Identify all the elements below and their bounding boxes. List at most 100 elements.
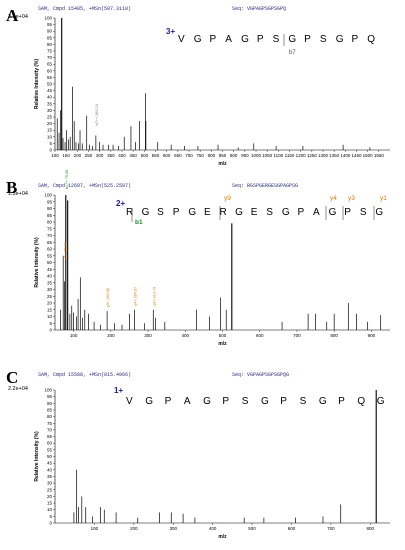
intensity-max-label: 1.5e+04 (8, 191, 28, 197)
intensity-max-label: 2.2e+04 (8, 386, 28, 392)
sequence-residue: G (336, 34, 344, 45)
sequence-residue: A (313, 207, 320, 218)
x-tick-label: 100 (91, 526, 99, 531)
x-tick-label: 250 (85, 153, 93, 158)
sequence-header: Seq: VGPAGPSGPSGPQ (232, 6, 286, 12)
y-tick-label: 70 (47, 233, 53, 238)
sequence-residue: V (178, 34, 185, 45)
sequence-header: Seq: RGSPGERGESGPAGPSG (232, 183, 298, 189)
y-tick-label: 30 (47, 481, 53, 486)
y-tick-label: 15 (47, 501, 53, 506)
sequence-residue: V (126, 396, 133, 407)
sequence-residue: G (319, 396, 327, 407)
x-tick-label: 1350 (329, 153, 340, 158)
sequence-residue: A (225, 34, 232, 45)
x-tick-label: 300 (96, 153, 104, 158)
y-tick-label: 80 (47, 414, 53, 419)
y-tick-label: 65 (47, 62, 53, 67)
x-tick-label: 150 (62, 153, 70, 158)
y-tick-label: 85 (47, 213, 53, 218)
x-tick-label: 500 (219, 333, 227, 338)
y-tick-label: 0 (49, 328, 52, 333)
y-tick-label: 65 (47, 240, 53, 245)
fragment-ion-label: y3 (348, 195, 355, 202)
x-tick-label: 1050 (262, 153, 273, 158)
sequence-residue: P (173, 207, 180, 218)
x-tick-label: 800 (367, 526, 375, 531)
y-tick-label: 95 (47, 394, 53, 399)
x-tick-label: 1300 (318, 153, 329, 158)
spectrum-chart-b: SAM, Cmpd 12697, +MSn(525.2597) Seq: RGSP… (8, 170, 390, 347)
peak-annotation: y1+ 76.04 (64, 243, 68, 260)
sequence-residue: P (338, 396, 345, 407)
y-tick-label: 65 (47, 434, 53, 439)
charge-state: 3+ (166, 27, 175, 36)
sequence-residue: P (222, 396, 229, 407)
fragment-ion-label: b7 (289, 50, 296, 56)
x-tick-label: 300 (169, 526, 177, 531)
y-tick-label: 80 (47, 220, 53, 225)
x-tick-label: 1150 (285, 153, 295, 158)
panel-label-a: A (6, 6, 19, 25)
sequence-residue: A (184, 396, 191, 407)
y-tick-label: 35 (47, 474, 53, 479)
y-tick-label: 60 (47, 441, 53, 446)
y-tick-label: 40 (47, 274, 53, 279)
fragment-ion-label: b1 (135, 219, 143, 226)
y-axis-label: Relative Intensity (%) (34, 431, 40, 482)
spectrum-chart-a: SAM, Cmpd 15485, +MSn(507.3118) Seq: VGPA… (8, 6, 390, 167)
sequence-residue: G (261, 396, 269, 407)
y-tick-label: 55 (47, 253, 53, 258)
x-tick-label: 1400 (340, 153, 351, 158)
x-tick-label: 400 (118, 153, 126, 158)
sequence-residue: S (300, 396, 307, 407)
peak-annotation: y4+ 264.07 (134, 287, 138, 306)
y-tick-label: 10 (47, 507, 53, 512)
x-tick-label: 300 (144, 333, 152, 338)
x-tick-label: 850 (219, 153, 227, 158)
y-tick-label: 10 (47, 134, 53, 139)
sequence-residue: R (220, 207, 228, 218)
sequence-residue: S (273, 34, 280, 45)
x-tick-label: 350 (107, 153, 115, 158)
x-tick-label: 650 (174, 153, 182, 158)
sequence-residue: E (204, 207, 211, 218)
sequence-residue: Q (367, 34, 375, 45)
x-tick-label: 1100 (273, 153, 283, 158)
sequence-residue: P (210, 34, 217, 45)
x-tick-label: 500 (248, 526, 256, 531)
y-tick-label: 55 (47, 447, 53, 452)
y-tick-label: 95 (47, 22, 53, 27)
x-tick-label: 400 (182, 333, 190, 338)
y-tick-label: 25 (47, 487, 53, 492)
x-tick-label: 600 (163, 153, 171, 158)
spectrum-header: SAM, Cmpd 12697, +MSn(525.2597) (38, 183, 131, 189)
x-tick-label: 700 (185, 153, 193, 158)
y-tick-label: 20 (47, 121, 53, 126)
sequence-residue: R (126, 207, 134, 218)
spectrum-chart-c: SAM, Cmpd 15588, +MSn(815.4966) Seq: VGPA… (8, 372, 390, 540)
y-tick-label: 45 (47, 461, 53, 466)
y-tick-label: 30 (47, 287, 53, 292)
x-tick-label: 1450 (351, 153, 362, 158)
x-tick-label: 600 (288, 526, 296, 531)
x-tick-label: 1000 (251, 153, 262, 158)
y-tick-label: 0 (49, 148, 52, 153)
sequence-residue: G (194, 34, 202, 45)
y-tick-label: 85 (47, 407, 53, 412)
x-axis-label: m/z (218, 161, 227, 167)
sequence-residue: P (297, 207, 304, 218)
sequence-residue: G (203, 396, 211, 407)
y-tick-label: 25 (47, 294, 53, 299)
sequence-residue: G (235, 207, 243, 218)
x-tick-label: 450 (129, 153, 137, 158)
sequence-residue: P (351, 34, 358, 45)
y-tick-label: 90 (47, 206, 53, 211)
panel-label-b: B (6, 178, 18, 197)
x-tick-label: 750 (196, 153, 204, 158)
sequence-residue: G (282, 207, 290, 218)
sequence-residue: P (257, 34, 264, 45)
x-tick-label: 550 (152, 153, 160, 158)
x-tick-label: 200 (74, 153, 82, 158)
y-tick-label: 50 (47, 82, 53, 87)
